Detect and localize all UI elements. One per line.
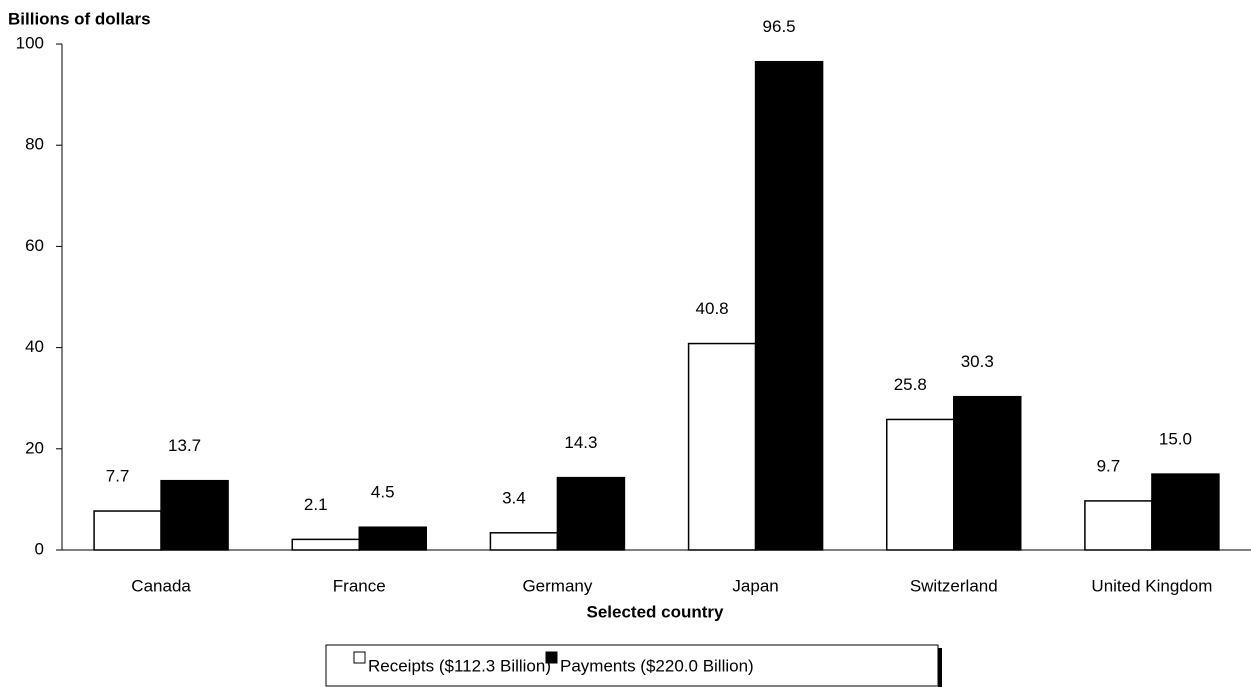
legend-box xyxy=(325,644,939,687)
legend-label: Receipts ($112.3 Billion) xyxy=(368,656,551,675)
y-tick-label: 60 xyxy=(25,236,44,255)
bar xyxy=(160,479,229,551)
value-label: 7.7 xyxy=(106,467,130,486)
legend-label: Payments ($220.0 Billion) xyxy=(560,656,754,675)
bar xyxy=(93,510,162,551)
value-label: 96.5 xyxy=(763,17,796,36)
value-label: 15.0 xyxy=(1159,430,1192,449)
value-label: 4.5 xyxy=(371,483,395,502)
legend-shadow xyxy=(938,648,942,687)
x-tick-label: Germany xyxy=(522,576,592,595)
y-tick-label: 0 xyxy=(35,539,44,558)
bar xyxy=(1084,500,1153,551)
legend-swatch xyxy=(545,651,558,664)
y-tick-label: 40 xyxy=(25,337,44,356)
x-tick-label: Japan xyxy=(732,576,778,595)
bar xyxy=(291,538,360,551)
value-label: 2.1 xyxy=(304,495,328,514)
bar xyxy=(687,342,757,551)
y-tick-label: 20 xyxy=(25,438,44,457)
y-tick-label: 80 xyxy=(25,135,44,154)
legend-swatch xyxy=(353,651,366,664)
x-tick-label: France xyxy=(333,576,386,595)
x-tick-label: Switzerland xyxy=(910,576,998,595)
value-label: 30.3 xyxy=(961,352,994,371)
bar xyxy=(886,418,955,551)
y-tick-label: 100 xyxy=(16,33,44,52)
y-axis-title: Billions of dollars xyxy=(8,9,151,28)
value-label: 25.8 xyxy=(894,375,927,394)
bar xyxy=(556,476,626,551)
bar xyxy=(358,526,427,551)
x-axis-title: Selected country xyxy=(587,602,725,621)
value-label: 14.3 xyxy=(564,433,597,452)
value-label: 13.7 xyxy=(168,436,201,455)
value-label: 3.4 xyxy=(502,488,526,507)
x-tick-label: Canada xyxy=(131,576,191,595)
value-label: 40.8 xyxy=(696,299,729,318)
value-label: 9.7 xyxy=(1097,456,1121,475)
bar xyxy=(489,532,559,551)
bar xyxy=(953,395,1022,551)
bar xyxy=(754,60,824,551)
bar xyxy=(1151,473,1220,551)
x-tick-label: United Kingdom xyxy=(1091,576,1212,595)
